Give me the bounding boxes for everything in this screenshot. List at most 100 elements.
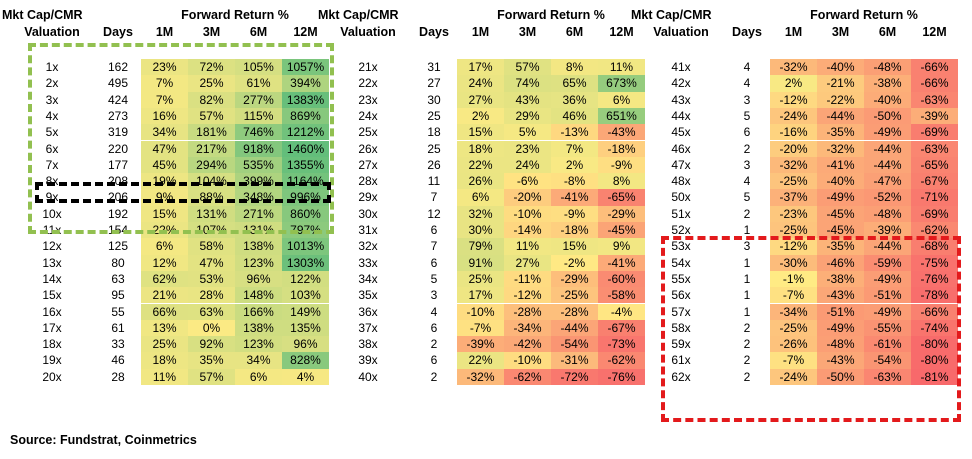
return-cell: 8% <box>551 59 598 76</box>
black-dashed-highlight-box <box>35 182 331 203</box>
days-cell: 3 <box>430 288 438 303</box>
days-cell: 7 <box>430 190 438 205</box>
return-cell: 66% <box>141 303 188 320</box>
return-cell: -21% <box>817 75 864 92</box>
return-cell: -39% <box>457 336 504 353</box>
return-cell: 23% <box>141 59 188 76</box>
return-cell: 860% <box>282 205 329 222</box>
return-cell: 131% <box>188 205 235 222</box>
return-cell: -65% <box>911 156 958 174</box>
valuation-cell: 46x <box>671 141 691 156</box>
period-header-1m: 1M <box>155 25 174 39</box>
days-cell: 11 <box>427 174 441 189</box>
valuation-cell: 41x <box>671 60 691 74</box>
return-cell: 74% <box>504 75 551 92</box>
return-cell: -39% <box>911 107 958 125</box>
valuation-cell: 42x <box>671 76 691 91</box>
days-cell: 12 <box>427 206 441 221</box>
return-cell: 135% <box>282 319 329 337</box>
valuation-cell: 17x <box>42 320 62 335</box>
return-cell: 47% <box>141 140 188 157</box>
return-cell: -72% <box>551 368 598 385</box>
return-cell: -12% <box>770 91 817 108</box>
return-cell: 45% <box>141 156 188 174</box>
return-cell: 32% <box>457 205 504 222</box>
return-cell: 7% <box>141 75 188 92</box>
return-cell: 918% <box>235 140 282 157</box>
return-cell: 1383% <box>282 91 329 108</box>
return-cell: -80% <box>911 352 958 369</box>
return-cell: -35% <box>817 124 864 141</box>
group-title: Mkt Cap/CMR <box>2 8 83 22</box>
return-cell: -63% <box>911 91 958 108</box>
return-cell: -43% <box>598 124 645 141</box>
return-cell: -68% <box>911 238 958 255</box>
days-cell: 55 <box>111 304 125 319</box>
return-cell: 22% <box>457 156 504 174</box>
days-cell: 1 <box>743 271 751 286</box>
days-cell: 1 <box>743 288 751 303</box>
return-cell: -81% <box>911 368 958 385</box>
return-cell: -60% <box>598 270 645 288</box>
return-cell: -32% <box>817 140 864 157</box>
return-cell: 43% <box>504 91 551 108</box>
days-cell: 4 <box>743 60 751 74</box>
return-cell: 869% <box>282 107 329 125</box>
days-cell: 424 <box>107 92 129 107</box>
return-cell: -54% <box>551 336 598 353</box>
return-cell: 7% <box>551 140 598 157</box>
return-cell: 148% <box>235 287 282 304</box>
return-cell: 57% <box>504 59 551 76</box>
return-cell: -38% <box>817 270 864 288</box>
return-cell: -25% <box>551 287 598 304</box>
return-cell: -32% <box>770 59 817 76</box>
return-cell: -12% <box>504 287 551 304</box>
return-cell: -80% <box>911 336 958 353</box>
return-cell: -18% <box>551 222 598 239</box>
return-cell: 65% <box>551 75 598 92</box>
return-cell: -22% <box>817 91 864 108</box>
return-cell: 6% <box>235 368 282 385</box>
days-cell: 31 <box>427 60 441 74</box>
return-cell: -63% <box>911 140 958 157</box>
return-cell: 24% <box>457 75 504 92</box>
return-cell: -29% <box>551 270 598 288</box>
valuation-header: Valuation <box>340 25 396 39</box>
valuation-cell: 39x <box>358 353 378 368</box>
return-cell: -25% <box>770 319 817 337</box>
days-cell: 273 <box>107 108 129 123</box>
return-cell: -48% <box>864 59 911 76</box>
return-cell: 24% <box>504 156 551 174</box>
return-cell: 1303% <box>282 254 329 271</box>
return-cell: -24% <box>770 107 817 125</box>
green-dashed-highlight-box <box>28 43 334 234</box>
valuation-cell: 33x <box>358 255 378 270</box>
return-cell: -44% <box>864 238 911 255</box>
return-cell: 6% <box>141 238 188 255</box>
return-cell: 21% <box>141 287 188 304</box>
days-cell: 63 <box>111 271 125 286</box>
return-cell: 0% <box>188 319 235 337</box>
return-cell: -13% <box>551 124 598 141</box>
days-cell: 61 <box>111 320 125 335</box>
days-cell: 192 <box>107 206 129 221</box>
days-cell: 2 <box>743 353 751 368</box>
return-cell: -10% <box>504 205 551 222</box>
valuation-cell: 22x <box>358 76 378 91</box>
return-cell: 46% <box>551 107 598 125</box>
return-cell: 1013% <box>282 238 329 255</box>
period-header-12m: 12M <box>293 25 318 39</box>
return-cell: -7% <box>770 352 817 369</box>
return-cell: -20% <box>770 140 817 157</box>
valuation-cell: 62x <box>671 369 691 384</box>
valuation-cell: 34x <box>358 271 378 286</box>
return-cell: -7% <box>770 287 817 304</box>
return-cell: -44% <box>817 107 864 125</box>
return-cell: 2% <box>457 107 504 125</box>
return-cell: -65% <box>598 189 645 206</box>
return-cell: -67% <box>911 173 958 190</box>
days-cell: 6 <box>430 255 438 270</box>
valuation-cell: 14x <box>42 271 62 286</box>
days-cell: 125 <box>107 239 129 254</box>
return-cell: 22% <box>457 352 504 369</box>
